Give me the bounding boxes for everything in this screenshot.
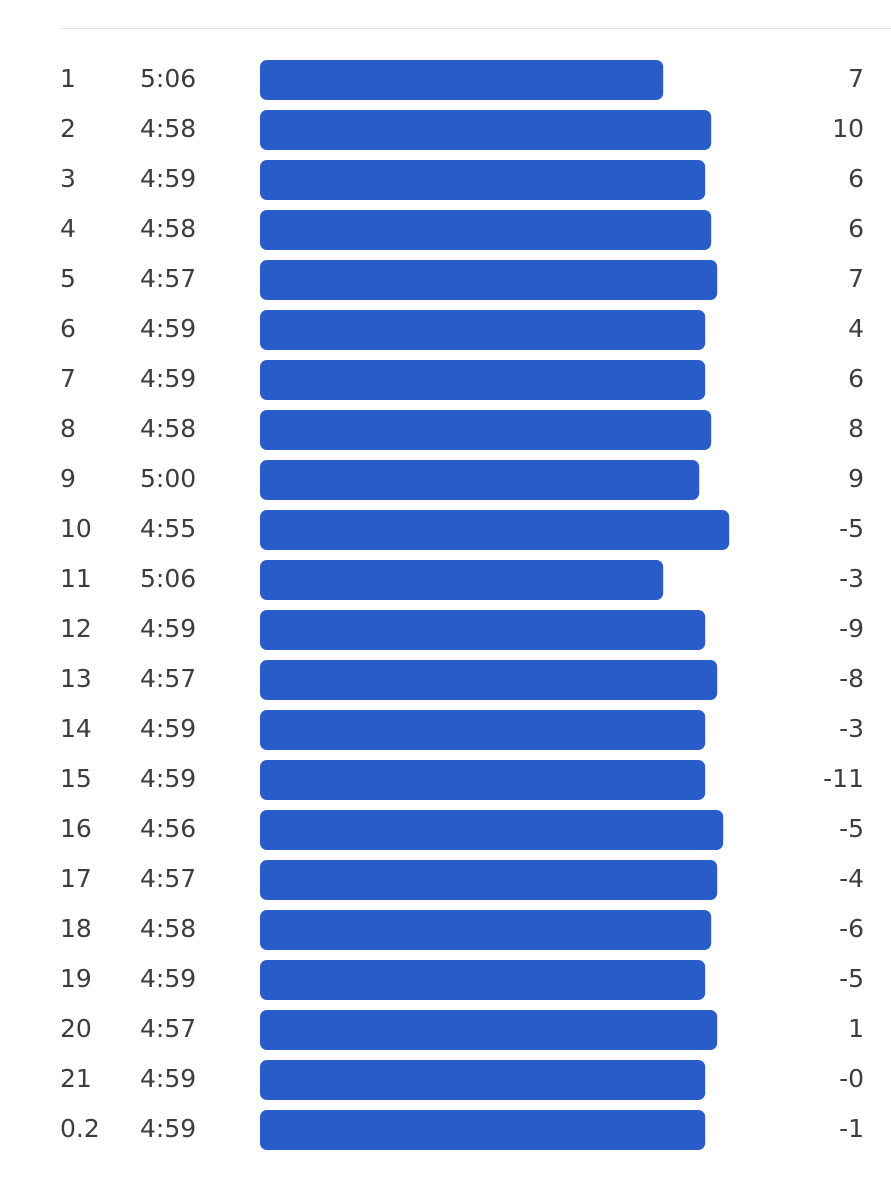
pace-bar xyxy=(260,710,706,750)
split-pace: 4:59 xyxy=(140,964,196,993)
split-km: 9 xyxy=(60,464,76,493)
split-elevation: 10 xyxy=(832,114,864,143)
pace-bar xyxy=(260,460,700,500)
split-pace: 4:55 xyxy=(140,514,196,543)
pace-bar xyxy=(260,960,706,1000)
split-pace: 4:58 xyxy=(140,114,196,143)
split-elevation: -6 xyxy=(839,914,864,943)
split-elevation: 6 xyxy=(848,364,864,393)
split-km: 20 xyxy=(60,1014,92,1043)
split-pace: 4:57 xyxy=(140,864,196,893)
pace-bar xyxy=(260,760,706,800)
pace-bar xyxy=(260,810,724,850)
pace-bar xyxy=(260,210,712,250)
split-pace: 5:00 xyxy=(140,464,196,493)
split-elevation: 6 xyxy=(848,214,864,243)
split-km: 6 xyxy=(60,314,76,343)
split-pace: 4:59 xyxy=(140,614,196,643)
split-km: 2 xyxy=(60,114,76,143)
split-km: 5 xyxy=(60,264,76,293)
split-elevation: 4 xyxy=(848,314,864,343)
pace-bar xyxy=(260,560,664,600)
split-elevation: -1 xyxy=(839,1114,864,1143)
split-pace: 4:57 xyxy=(140,264,196,293)
pace-bar xyxy=(260,1010,718,1050)
split-pace: 4:59 xyxy=(140,1114,196,1143)
split-km: 1 xyxy=(60,64,76,93)
split-pace: 4:57 xyxy=(140,1014,196,1043)
split-km: 18 xyxy=(60,914,92,943)
split-elevation: 8 xyxy=(848,414,864,443)
split-km: 19 xyxy=(60,964,92,993)
split-elevation: -8 xyxy=(839,664,864,693)
split-elevation: 7 xyxy=(848,64,864,93)
split-pace: 4:58 xyxy=(140,414,196,443)
split-elevation: -4 xyxy=(839,864,864,893)
split-pace: 4:59 xyxy=(140,764,196,793)
split-elevation: -5 xyxy=(839,964,864,993)
split-km: 14 xyxy=(60,714,92,743)
split-km: 17 xyxy=(60,864,92,893)
split-elevation: -0 xyxy=(839,1064,864,1093)
split-elevation: -11 xyxy=(823,764,864,793)
pace-bar xyxy=(260,60,664,100)
pace-bar xyxy=(260,1110,706,1150)
pace-bar xyxy=(260,260,718,300)
split-elevation: -3 xyxy=(839,564,864,593)
pace-bar xyxy=(260,360,706,400)
split-elevation: 7 xyxy=(848,264,864,293)
split-km: 11 xyxy=(60,564,92,593)
pace-bar xyxy=(260,110,712,150)
split-km: 3 xyxy=(60,164,76,193)
split-pace: 4:59 xyxy=(140,364,196,393)
split-elevation: -5 xyxy=(839,814,864,843)
split-elevation: 1 xyxy=(848,1014,864,1043)
split-pace: 4:59 xyxy=(140,314,196,343)
split-elevation: 6 xyxy=(848,164,864,193)
split-pace: 4:59 xyxy=(140,1064,196,1093)
pace-bar xyxy=(260,1060,706,1100)
split-elevation: -5 xyxy=(839,514,864,543)
split-elevation: 9 xyxy=(848,464,864,493)
pace-bar xyxy=(260,410,712,450)
split-km: 4 xyxy=(60,214,76,243)
split-km: 21 xyxy=(60,1064,92,1093)
pace-bar xyxy=(260,910,712,950)
split-pace: 5:06 xyxy=(140,64,196,93)
split-km: 8 xyxy=(60,414,76,443)
split-pace: 4:58 xyxy=(140,914,196,943)
split-elevation: -3 xyxy=(839,714,864,743)
split-km: 7 xyxy=(60,364,76,393)
pace-bar xyxy=(260,310,706,350)
pace-bar xyxy=(260,610,706,650)
split-pace: 4:57 xyxy=(140,664,196,693)
split-km: 10 xyxy=(60,514,92,543)
split-pace: 4:59 xyxy=(140,164,196,193)
split-pace: 4:58 xyxy=(140,214,196,243)
split-km: 13 xyxy=(60,664,92,693)
split-pace: 4:59 xyxy=(140,714,196,743)
split-km: 0.2 xyxy=(60,1114,100,1143)
split-km: 16 xyxy=(60,814,92,843)
split-pace: 5:06 xyxy=(140,564,196,593)
split-pace: 4:56 xyxy=(140,814,196,843)
pace-bar xyxy=(260,660,718,700)
split-km: 12 xyxy=(60,614,92,643)
pace-bar xyxy=(260,510,730,550)
pace-bar xyxy=(260,160,706,200)
split-km: 15 xyxy=(60,764,92,793)
split-elevation: -9 xyxy=(839,614,864,643)
pace-bar xyxy=(260,860,718,900)
